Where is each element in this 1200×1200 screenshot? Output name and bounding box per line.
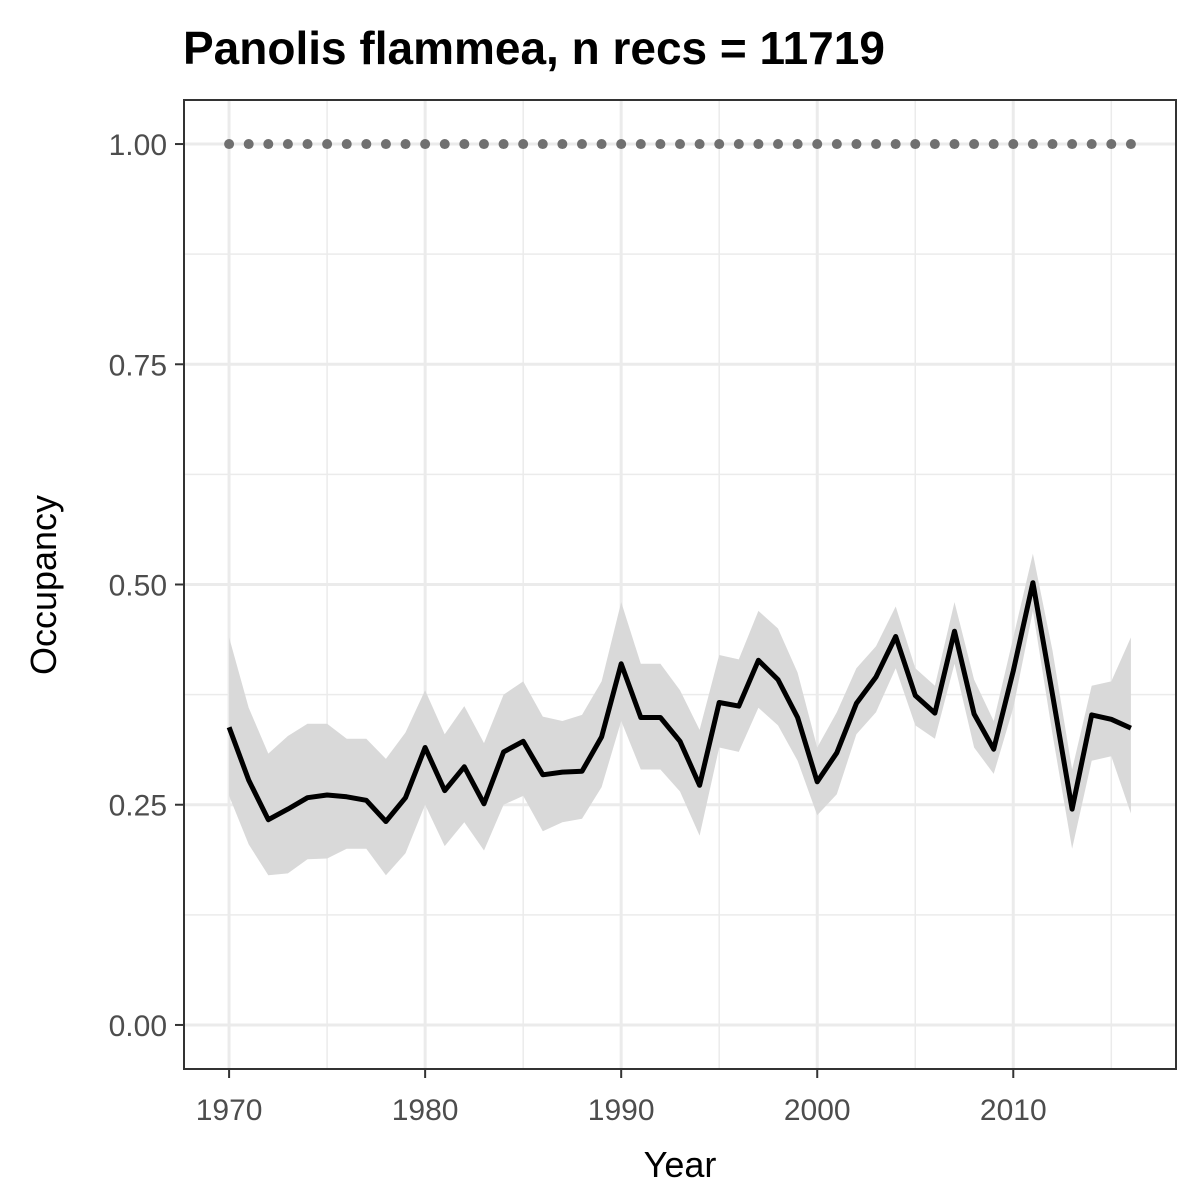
reference-dot (263, 139, 274, 150)
reference-dot (322, 139, 333, 150)
y-axis-title: Occupancy (23, 495, 64, 675)
x-tick-label: 1990 (588, 1094, 655, 1127)
reference-dot (596, 139, 607, 150)
reference-dot (890, 139, 901, 150)
reference-dot (478, 139, 489, 150)
y-tick-label: 0.50 (109, 570, 167, 603)
x-axis: 1970 1980 1990 2000 2010 (196, 1069, 1047, 1127)
reference-dot (498, 139, 509, 150)
reference-dot (910, 139, 921, 150)
reference-dot (792, 139, 803, 150)
x-tick-label: 1970 (196, 1094, 263, 1127)
reference-dot (635, 139, 646, 150)
chart-title: Panolis flammea, n recs = 11719 (183, 22, 885, 74)
occupancy-mean-line (226, 580, 1132, 824)
reference-dot (420, 139, 431, 150)
x-tick-label: 2000 (784, 1094, 851, 1127)
reference-dot (616, 139, 627, 150)
reference-dot (1047, 139, 1058, 150)
reference-dot (773, 139, 784, 150)
reference-dot (714, 139, 725, 150)
reference-dot (439, 139, 450, 150)
reference-dot (949, 139, 960, 150)
reference-dot (1106, 139, 1117, 150)
reference-dot (988, 139, 999, 150)
reference-dot (282, 139, 293, 150)
reference-dot (537, 139, 548, 150)
reference-dot (694, 139, 705, 150)
reference-dot (380, 139, 391, 150)
reference-dot (1125, 139, 1136, 150)
occupancy-line (226, 580, 1132, 824)
reference-dot (224, 139, 235, 150)
reference-dot (753, 139, 764, 150)
reference-dot (341, 139, 352, 150)
x-tick-label: 2010 (980, 1094, 1047, 1127)
y-tick-label: 0.00 (109, 1010, 167, 1043)
reference-dot (871, 139, 882, 150)
credible-interval-area (229, 553, 1131, 876)
y-tick-label: 1.00 (109, 129, 167, 162)
y-tick-label: 0.75 (109, 349, 167, 382)
reference-dot (459, 139, 470, 150)
reference-dot (557, 139, 568, 150)
reference-dot (518, 139, 529, 150)
reference-dot (576, 139, 587, 150)
reference-dots (224, 139, 1136, 150)
reference-dot (361, 139, 372, 150)
reference-dot (675, 139, 685, 150)
reference-dot (831, 139, 842, 150)
reference-dot (302, 139, 313, 150)
reference-dot (929, 139, 940, 150)
reference-dot (1067, 139, 1078, 150)
y-tick-label: 0.25 (109, 790, 167, 823)
y-axis: 0.00 0.25 0.50 0.75 1.00 (109, 129, 184, 1043)
reference-dot (1027, 139, 1038, 150)
reference-dot (400, 139, 411, 150)
reference-dot (1008, 139, 1019, 150)
reference-dot (851, 139, 862, 150)
x-axis-title: Year (644, 1144, 717, 1185)
reference-dot (733, 139, 744, 150)
reference-dot (243, 139, 254, 150)
reference-dot (1086, 139, 1097, 150)
x-tick-label: 1980 (392, 1094, 459, 1127)
reference-dot (655, 139, 666, 150)
reference-dot (969, 139, 980, 150)
credible-interval-ribbon (229, 553, 1131, 876)
reference-dot (812, 139, 823, 150)
